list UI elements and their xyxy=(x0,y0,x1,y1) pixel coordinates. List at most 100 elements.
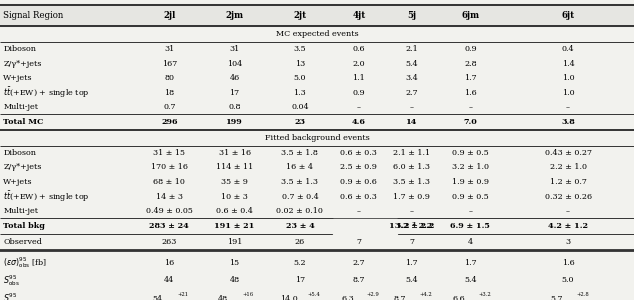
Text: 3.5 ± 1.8: 3.5 ± 1.8 xyxy=(281,149,318,157)
Text: 44: 44 xyxy=(164,276,174,284)
Text: 6.9 ± 1.5: 6.9 ± 1.5 xyxy=(451,222,490,230)
Text: 296: 296 xyxy=(161,118,178,126)
Text: 2.0: 2.0 xyxy=(353,59,365,68)
Text: 170 ± 16: 170 ± 16 xyxy=(151,164,188,172)
Text: 104: 104 xyxy=(227,59,242,68)
Text: 5.4: 5.4 xyxy=(405,59,418,68)
Text: 31 ± 15: 31 ± 15 xyxy=(153,149,185,157)
Text: 16: 16 xyxy=(164,259,174,267)
Text: 3: 3 xyxy=(566,238,571,246)
Text: 1.6: 1.6 xyxy=(464,88,477,97)
Text: 7: 7 xyxy=(356,238,361,246)
Text: 5.4: 5.4 xyxy=(405,276,418,284)
Text: 0.32 ± 0.26: 0.32 ± 0.26 xyxy=(545,193,592,201)
Text: 1.0: 1.0 xyxy=(562,88,574,97)
Text: 1.1: 1.1 xyxy=(353,74,365,82)
Text: 7.0: 7.0 xyxy=(463,118,477,126)
Text: 0.49 ± 0.05: 0.49 ± 0.05 xyxy=(146,207,193,215)
Text: 13.2 ² 2.2: 13.2 ² 2.2 xyxy=(391,222,432,230)
Text: +3.2: +3.2 xyxy=(479,292,491,296)
Text: 3.5 ± 1.3: 3.5 ± 1.3 xyxy=(281,178,318,186)
Text: 2jm: 2jm xyxy=(226,11,243,20)
Text: 3.2 ± 1.0: 3.2 ± 1.0 xyxy=(452,164,489,172)
Text: 0.6 ± 0.3: 0.6 ± 0.3 xyxy=(340,193,377,201)
Text: 1.0: 1.0 xyxy=(562,74,574,82)
Text: 191 ± 21: 191 ± 21 xyxy=(214,222,255,230)
Text: 0.4: 0.4 xyxy=(562,45,574,53)
Text: Z/γ*+jets: Z/γ*+jets xyxy=(3,164,42,172)
Text: 5.2: 5.2 xyxy=(294,259,306,267)
Text: 6.3: 6.3 xyxy=(341,295,354,300)
Text: $t\bar{t}$(+EW) + single top: $t\bar{t}$(+EW) + single top xyxy=(3,189,90,204)
Text: 0.9: 0.9 xyxy=(353,88,365,97)
Text: –: – xyxy=(410,207,413,215)
Text: Diboson: Diboson xyxy=(3,149,36,157)
Text: –: – xyxy=(357,207,361,215)
Text: 8.7: 8.7 xyxy=(394,295,406,300)
Text: 283 ± 24: 283 ± 24 xyxy=(150,222,189,230)
Text: 1.6: 1.6 xyxy=(562,259,574,267)
Text: +5.4: +5.4 xyxy=(308,292,321,296)
Text: 26: 26 xyxy=(295,238,305,246)
Text: 1.2 ± 0.7: 1.2 ± 0.7 xyxy=(550,178,586,186)
Text: 48: 48 xyxy=(218,295,228,300)
Text: Diboson: Diboson xyxy=(3,45,36,53)
Text: 5.0: 5.0 xyxy=(294,74,306,82)
Text: 1.4: 1.4 xyxy=(562,59,574,68)
Text: 7: 7 xyxy=(409,238,414,246)
Text: 2.8: 2.8 xyxy=(464,59,477,68)
Text: 35 ± 9: 35 ± 9 xyxy=(221,178,248,186)
Text: 6.6: 6.6 xyxy=(453,295,465,300)
Text: +21: +21 xyxy=(178,292,188,296)
Text: 31: 31 xyxy=(164,45,174,53)
Text: 2.5 ± 0.9: 2.5 ± 0.9 xyxy=(340,164,377,172)
Text: 1.7: 1.7 xyxy=(405,259,418,267)
Text: 16 ± 4: 16 ± 4 xyxy=(287,164,313,172)
Text: 4.6 ± 1.1: 4.6 ± 1.1 xyxy=(339,222,379,230)
Text: 2.2 ± 1.0: 2.2 ± 1.0 xyxy=(550,164,586,172)
Text: 1.3: 1.3 xyxy=(294,88,306,97)
Text: 2jt: 2jt xyxy=(294,11,306,20)
Text: 14 ± 3: 14 ± 3 xyxy=(156,193,183,201)
Text: W+jets: W+jets xyxy=(3,74,33,82)
Text: 1.9 ± 0.9: 1.9 ± 0.9 xyxy=(452,178,489,186)
Text: 5.4: 5.4 xyxy=(464,276,477,284)
Text: 0.43 ± 0.27: 0.43 ± 0.27 xyxy=(545,149,592,157)
Text: 0.9 ± 0.5: 0.9 ± 0.5 xyxy=(452,193,489,201)
Text: 0.7 ± 0.4: 0.7 ± 0.4 xyxy=(281,193,318,201)
Text: 1.7: 1.7 xyxy=(464,259,477,267)
Text: $S^{95}_{\mathrm{exp}}$: $S^{95}_{\mathrm{exp}}$ xyxy=(3,291,20,300)
Text: 14: 14 xyxy=(406,118,417,126)
Text: –: – xyxy=(410,103,413,111)
Text: 46: 46 xyxy=(230,74,240,82)
Text: 48: 48 xyxy=(230,276,240,284)
Text: $S^{95}_{\mathrm{obs}}$: $S^{95}_{\mathrm{obs}}$ xyxy=(3,273,20,287)
Text: 0.6 ± 0.4: 0.6 ± 0.4 xyxy=(216,207,253,215)
Text: 14.0: 14.0 xyxy=(280,295,297,300)
Text: 199: 199 xyxy=(226,118,243,126)
Text: +2.8: +2.8 xyxy=(576,292,589,296)
Text: 13: 13 xyxy=(295,59,305,68)
Text: 15: 15 xyxy=(230,259,240,267)
Text: Z/γ*+jets: Z/γ*+jets xyxy=(3,59,42,68)
Text: 0.02 ± 0.10: 0.02 ± 0.10 xyxy=(276,207,323,215)
Text: 2.1: 2.1 xyxy=(405,45,418,53)
Text: –: – xyxy=(469,207,472,215)
Text: –: – xyxy=(469,103,472,111)
Text: 2.7: 2.7 xyxy=(353,259,365,267)
Text: 3.5: 3.5 xyxy=(294,45,306,53)
Text: 1.7: 1.7 xyxy=(464,74,477,82)
Text: 4.2 ± 1.2: 4.2 ± 1.2 xyxy=(548,222,588,230)
Text: Fitted background events: Fitted background events xyxy=(264,134,370,142)
Text: 8.7: 8.7 xyxy=(353,276,365,284)
Text: 31 ± 16: 31 ± 16 xyxy=(219,149,250,157)
Text: 0.9: 0.9 xyxy=(464,45,477,53)
Text: 0.7: 0.7 xyxy=(163,103,176,111)
Text: $(\varepsilon\sigma)^{95}_{\mathrm{obs}}$ [fb]: $(\varepsilon\sigma)^{95}_{\mathrm{obs}}… xyxy=(3,256,47,270)
Text: 68 ± 10: 68 ± 10 xyxy=(153,178,185,186)
Text: Signal Region: Signal Region xyxy=(3,11,63,20)
Text: 4: 4 xyxy=(468,238,473,246)
Text: 18: 18 xyxy=(164,88,174,97)
Text: 0.04: 0.04 xyxy=(291,103,309,111)
Text: 6jm: 6jm xyxy=(462,11,479,20)
